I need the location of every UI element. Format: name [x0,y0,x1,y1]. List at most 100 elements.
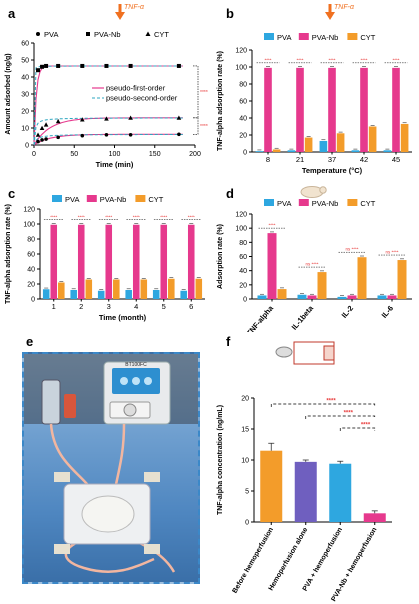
y-tick-label: 40 [239,116,247,123]
x-tick-label: Before hemoperfusion [232,527,275,595]
tnf-alpha-label: TNF-α [124,4,145,11]
bar-pva [97,290,105,299]
y-tick-label: 80 [239,240,247,247]
significance-stars: **** [133,214,140,219]
x-tick-label: 45 [392,155,400,164]
y-tick-label: 10 [241,458,249,465]
bar-pva [319,140,328,152]
data-point-cyt [176,115,182,120]
data-point-pva-nb [40,64,45,69]
x-tick-label: IL-6 [380,304,395,320]
x-tick-label: 150 [149,151,161,158]
y-axis-label: TNF-alpha adsorption rate (%) [217,51,224,151]
legend-swatch [264,199,274,206]
pump-display-label: BT100FC [125,362,147,368]
y-tick-label: 50 [21,58,29,65]
legend-swatch [298,33,309,40]
y-tick-label: 20 [239,133,247,140]
device-photo-drawing: BT100FC [24,354,198,573]
x-tick-label: 1 [52,302,56,311]
y-tick-label: 40 [27,267,35,274]
significance-stars: **** [360,57,367,62]
data-point-pva [44,137,48,141]
y-tick-label: 15 [241,427,249,434]
chart-a-kinetics: TNF-α PVA PVA-Nb CYT 0 10 20 30 40 50 60 0 50 100 150 2… [5,4,208,169]
x-tick-label: 37 [328,155,336,164]
data-point-cyt [39,125,45,130]
x-tick-label: 21 [296,155,304,164]
bar-pva-nb [307,295,317,299]
x-tick-label: IL-1beta [290,303,316,331]
significance-stars: **** [361,423,371,429]
bar-pva-nb [267,233,277,299]
bar-pva-nb [296,67,304,152]
data-point-pva [36,139,40,144]
fit-legend-label: pseudo-first-order [106,84,166,93]
y-tick-label: 60 [27,252,35,259]
y-tick-label: 60 [21,41,29,48]
x-tick-label: PVA + hemoperfusion [302,527,344,593]
x-tick-label: 100 [109,151,121,158]
bar-pva [42,289,50,299]
bar-pva [351,150,360,152]
chart-f-hemoperfusion: 0 5 10 15 20 TNF-alpha concentration (ng/mL) B… [217,341,392,603]
bar-pva [287,150,296,152]
significance-stars: ns **** [345,247,358,252]
y-tick-label: 0 [243,297,247,304]
bar-pva-nb [160,224,168,299]
tnf-arrow-head [115,12,125,20]
x-tick-label: Hemoperfusion alone [268,526,310,592]
data-point-cyt [55,118,61,124]
data-point-pva-nb [104,63,109,68]
data-point-pva-nb [176,63,181,68]
legend-marker-pva [36,32,40,36]
significance-stars: **** [200,124,208,130]
fit-curve-first-order [33,133,183,146]
panel-label-f: f [226,334,231,349]
x-tick-label: 200 [189,151,201,158]
bar-pva-nb [187,224,195,299]
bar-pva [337,296,347,299]
panel-label-c: c [8,186,16,201]
significance-stars: **** [160,214,167,219]
bar-pva-nb [105,224,113,299]
y-tick-label: 100 [235,226,247,233]
bar-cyt [397,260,407,299]
bar-cyt [336,133,345,152]
y-tick-label: 10 [21,126,29,133]
fit-curve-second-order [33,65,183,146]
x-tick-label: 3 [107,302,111,311]
data-point-pva-nb [44,63,49,68]
y-tick-label: 40 [21,75,29,82]
significance-bracket [305,415,376,419]
bar-pva [255,151,264,152]
legend-label: CYT [148,195,163,204]
bar-cyt [277,289,287,299]
y-tick-label: 20 [27,282,35,289]
y-tick-label: 5 [245,489,249,496]
legend-marker-cyt [145,31,151,36]
y-tick-label: 0 [243,150,247,157]
y-tick-label: 60 [239,99,247,106]
rat-head-icon [319,186,327,194]
bar-group-1 [260,450,283,522]
legend-label: PVA-Nb [312,199,339,208]
tnf-arrow-shaft [118,4,122,12]
legend-label: PVA-Nb [312,33,339,42]
bar-pva [257,295,267,299]
fit-curve-first-order [33,65,183,146]
bar-pva-nb [77,224,85,299]
bar-pva [180,290,187,299]
x-tick-label: 8 [266,155,270,164]
bar-pva-nb [347,295,357,299]
significance-bracket [193,117,199,135]
significance-stars: **** [326,399,336,405]
y-tick-label: 20 [239,282,247,289]
y-tick-label: 80 [239,82,247,89]
y-tick-label: 20 [21,109,29,116]
x-axis-label: Temperature (°C) [302,166,363,175]
rat-icon [275,346,293,358]
data-point-pva-nb [56,63,61,68]
y-tick-label: 20 [241,396,249,403]
legend-swatch [86,195,97,202]
